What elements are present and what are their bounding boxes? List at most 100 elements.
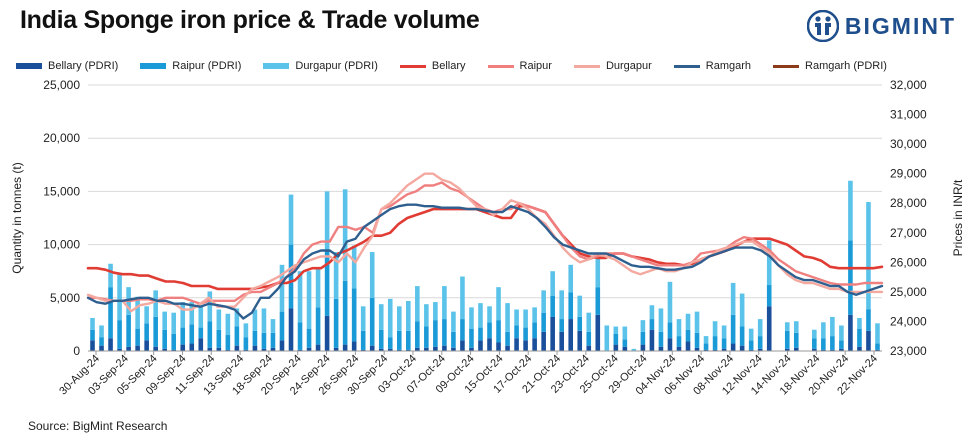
y-right-tick-label: 31,000 <box>890 108 927 122</box>
bar-raipur-pdri <box>514 325 519 339</box>
bar-durgapur-pdri <box>342 189 348 281</box>
bar-bellary-pdri <box>857 346 862 351</box>
y-right-tick-label: 27,000 <box>890 226 927 240</box>
bar-bellary-pdri <box>333 347 339 351</box>
bar-bellary-pdri <box>550 316 555 351</box>
bar-raipur-pdri <box>99 337 104 346</box>
y-left-tick-label: 20,000 <box>43 131 80 145</box>
bar-durgapur-pdri <box>568 264 574 293</box>
bar-bellary-pdri <box>126 346 131 351</box>
bar-bellary-pdri <box>721 348 727 351</box>
y-left-tick-label: 0 <box>73 344 80 358</box>
bar-bellary-pdri <box>784 348 790 351</box>
y-left-tick-label: 15,000 <box>43 184 80 198</box>
bar-raipur-pdri <box>739 326 745 346</box>
bar-bellary-pdri <box>315 344 321 351</box>
bar-bellary-pdri <box>568 319 574 351</box>
bar-durgapur-pdri <box>712 321 718 337</box>
bar-durgapur-pdri <box>117 273 122 321</box>
bar-durgapur-pdri <box>875 323 880 344</box>
bar-raipur-pdri <box>694 332 700 348</box>
bar-bellary-pdri <box>703 349 709 351</box>
bar-durgapur-pdri <box>550 271 555 296</box>
bar-durgapur-pdri <box>748 328 754 341</box>
bar-bellary-pdri <box>306 347 312 351</box>
bar-durgapur-pdri <box>396 306 402 331</box>
bar-durgapur-pdri <box>171 312 177 334</box>
bar-raipur-pdri <box>162 329 167 349</box>
bar-bellary-pdri <box>415 347 420 351</box>
bar-durgapur-pdri <box>631 348 637 351</box>
bar-bellary-pdri <box>766 306 772 351</box>
bar-raipur-pdri <box>189 324 195 344</box>
bar-durgapur-pdri <box>848 180 853 241</box>
bar-bellary-pdri <box>875 349 880 351</box>
bar-durgapur-pdri <box>144 306 149 324</box>
bar-raipur-pdri <box>550 295 555 317</box>
bar-bellary-pdri <box>144 340 149 351</box>
bar-raipur-pdri <box>703 343 709 350</box>
bar-durgapur-pdri <box>523 309 528 328</box>
bar-raipur-pdri <box>333 298 339 348</box>
bar-bellary-pdri <box>207 347 213 351</box>
legend-swatch <box>263 63 290 69</box>
bar-durgapur-pdri <box>694 311 700 333</box>
bar-durgapur-pdri <box>216 309 222 330</box>
bar-raipur-pdri <box>478 327 483 341</box>
bar-bellary-pdri <box>667 338 673 351</box>
bar-raipur-pdri <box>577 316 583 331</box>
bar-raipur-pdri <box>532 322 537 339</box>
bar-bellary-pdri <box>117 348 122 351</box>
bar-bellary-pdri <box>451 347 456 351</box>
legend-swatch <box>673 64 700 68</box>
legend-label: Raipur <box>519 60 552 72</box>
bar-bellary-pdri <box>442 345 447 351</box>
bar-bellary-pdri <box>541 331 546 351</box>
bar-bellary-pdri <box>514 338 519 351</box>
bar-raipur-pdri <box>315 307 321 345</box>
y-right-tick-label: 24,000 <box>890 314 927 328</box>
y-left-tick-label: 10,000 <box>43 238 80 252</box>
bar-raipur-pdri <box>180 327 186 345</box>
bar-bellary-pdri <box>487 338 492 351</box>
bar-raipur-pdri <box>523 327 528 341</box>
bar-raipur-pdri <box>126 314 131 347</box>
bar-durgapur-pdri <box>821 322 826 339</box>
legend-item: Ramgarh <box>673 60 752 72</box>
bar-bellary-pdri <box>505 345 510 351</box>
bar-durgapur-pdri <box>315 268 321 308</box>
bigmint-logo: BIGMINT <box>806 8 956 44</box>
bar-durgapur-pdri <box>766 240 772 286</box>
bar-raipur-pdri <box>442 319 447 346</box>
bar-raipur-pdri <box>676 336 682 347</box>
bar-bellary-pdri <box>649 329 655 351</box>
bar-durgapur-pdri <box>288 194 294 245</box>
legend-item: Raipur <box>487 60 552 72</box>
bar-bellary-pdri <box>640 344 646 351</box>
bar-durgapur-pdri <box>586 312 592 332</box>
bar-raipur-pdri <box>685 329 691 342</box>
bar-raipur-pdri <box>351 288 357 342</box>
bar-bellary-pdri <box>360 349 366 351</box>
bar-raipur-pdri <box>306 328 312 348</box>
bar-raipur-pdri <box>613 333 619 345</box>
bar-durgapur-pdri <box>135 296 140 329</box>
bar-bellary-pdri <box>595 314 601 351</box>
legend-label: Ramgarh <box>705 60 752 72</box>
bar-raipur-pdri <box>424 326 429 348</box>
y-right-tick-label: 30,000 <box>890 137 927 151</box>
bar-raipur-pdri <box>108 287 113 339</box>
bar-raipur-pdri <box>415 321 420 348</box>
bar-raipur-pdri <box>721 338 727 349</box>
bar-bellary-pdri <box>189 343 195 351</box>
bar-durgapur-pdri <box>198 306 204 328</box>
bar-bellary-pdri <box>135 345 140 351</box>
bar-raipur-pdri <box>288 244 294 309</box>
legend-swatch <box>140 63 167 69</box>
bar-durgapur-pdri <box>721 325 727 339</box>
bar-bellary-pdri <box>90 340 95 351</box>
bar-raipur-pdri <box>793 332 799 348</box>
bar-durgapur-pdri <box>333 252 339 299</box>
legend-label: Ramgarh (PDRI) <box>805 60 887 72</box>
legend-item: Raipur (PDRI) <box>140 60 241 72</box>
